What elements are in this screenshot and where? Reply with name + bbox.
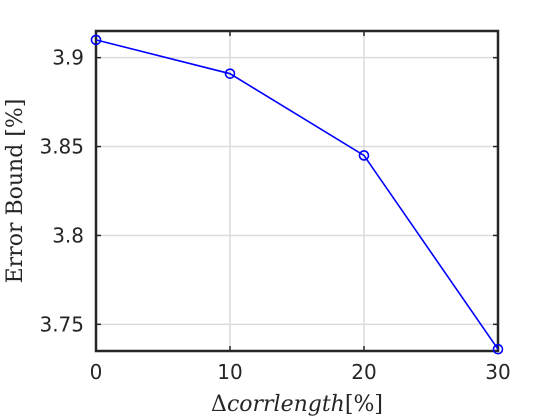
y-tick-labels: 3.75 3.8 3.85 3.9 [39, 46, 84, 337]
data-point [358, 150, 370, 161]
data-point [492, 343, 504, 355]
plot-frame [94, 29, 500, 353]
x-tick-label: 10 [217, 360, 242, 384]
x-tick-labels: 0 10 20 30 [90, 360, 511, 384]
data-point [224, 68, 236, 79]
x-axis-title-variable: corrlength [227, 392, 345, 417]
x-tick-label: 20 [351, 360, 376, 384]
y-tick-label: 3.8 [52, 223, 84, 247]
x-axis-title: Δcorrlength[%] [211, 392, 383, 417]
y-tick-label: 3.85 [39, 135, 84, 159]
x-axis-title-symbol: Δ [211, 392, 227, 417]
y-tick-label: 3.9 [52, 46, 84, 70]
x-tick-label: 30 [485, 360, 510, 384]
series-group [90, 34, 504, 355]
x-axis-title-unit: [%] [345, 392, 383, 417]
y-tick-label: 3.75 [39, 312, 84, 336]
series-line [95, 39, 499, 350]
y-axis-title: Error Bound [%] [3, 99, 28, 284]
plot-area [96, 31, 498, 351]
data-point [90, 34, 102, 46]
x-tick-label: 0 [90, 360, 103, 384]
